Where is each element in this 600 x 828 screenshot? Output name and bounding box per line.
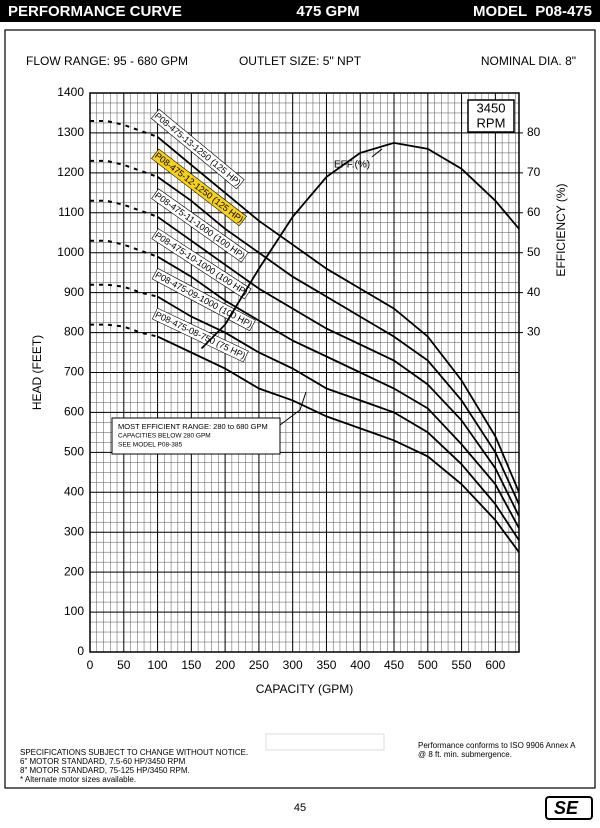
y2-tick-label: 60 <box>527 205 541 219</box>
shutoff-line <box>90 239 158 258</box>
x-tick-label: 0 <box>87 658 94 672</box>
x-tick-label: 600 <box>485 658 505 672</box>
curve <box>157 335 520 553</box>
label-leader <box>371 148 383 158</box>
outlet-size: OUTLET SIZE: 5" NPT <box>239 54 362 68</box>
shutoff-line <box>90 199 158 218</box>
footer-note: SPECIFICATIONS SUBJECT TO CHANGE WITHOUT… <box>20 748 248 757</box>
header-title: PERFORMANCE CURVE <box>8 3 182 20</box>
panel-border <box>4 29 596 789</box>
logo-box <box>545 796 593 820</box>
curve <box>157 176 520 505</box>
curve-label-bg <box>151 267 256 332</box>
annotation: MOST EFFICIENT RANGE: 280 to 680 GPM <box>118 422 268 431</box>
logo: SE <box>554 798 579 818</box>
y2-tick-label: 40 <box>527 285 541 299</box>
y-tick-label: 1000 <box>57 245 84 259</box>
y-tick-label: 200 <box>64 564 84 578</box>
footer-note: 8" MOTOR STANDARD, 75-125 HP/3450 RPM. <box>20 766 190 775</box>
header-model: MODEL P08-475 <box>473 3 592 20</box>
curve <box>157 136 520 493</box>
x-tick-label: 500 <box>418 658 438 672</box>
x-tick-label: 300 <box>283 658 303 672</box>
y-tick-label: 800 <box>64 325 84 339</box>
annotation-arrow <box>279 391 307 426</box>
footer-note: 6" MOTOR STANDARD, 7.5-60 HP/3450 RPM <box>20 757 186 766</box>
y-tick-label: 1400 <box>57 85 84 99</box>
shutoff-line <box>90 159 158 178</box>
nominal-dia: NOMINAL DIA. 8" <box>481 54 576 68</box>
annotation: CAPACITIES BELOW 280 GPM <box>118 433 211 440</box>
annotation: SEE MODEL P08-385 <box>118 442 182 449</box>
x-tick-label: 400 <box>350 658 370 672</box>
y-tick-label: 1300 <box>57 125 84 139</box>
y-tick-label: 900 <box>64 285 84 299</box>
footer-note: * Alternate motor sizes available. <box>20 775 136 784</box>
y-axis-title: HEAD (FEET) <box>30 335 44 410</box>
x-axis-title: CAPACITY (GPM) <box>256 682 354 696</box>
curve-label-bg <box>150 108 245 190</box>
x-tick-label: 250 <box>249 658 269 672</box>
x-tick-label: 200 <box>215 658 235 672</box>
y2-axis-title: EFFICIENCY (%) <box>554 183 568 276</box>
plot-frame <box>89 92 520 653</box>
curve-label-bg <box>151 307 249 363</box>
annotation-box <box>111 417 281 455</box>
curve <box>157 255 520 529</box>
x-tick-label: 50 <box>117 658 131 672</box>
y2-tick-label: 50 <box>527 245 541 259</box>
speed-label: RPM <box>477 115 506 130</box>
curve <box>200 141 520 350</box>
y2-tick-label: 70 <box>527 165 541 179</box>
header-flow: 475 GPM <box>296 3 359 20</box>
y-tick-label: 500 <box>64 445 84 459</box>
x-tick-label: 350 <box>316 658 336 672</box>
y-tick-label: 1200 <box>57 165 84 179</box>
conformance: @ 8 ft. min. submergence. <box>418 750 512 759</box>
x-tick-label: 150 <box>181 658 201 672</box>
curve-label-bg <box>151 148 247 227</box>
shutoff-line <box>90 283 158 298</box>
speed-box <box>467 99 515 133</box>
plot: 0 50 100 150 200 250 300 350 400 450 500 550 600 0 100… <box>30 85 568 696</box>
y-tick-label: 1100 <box>58 205 84 219</box>
speed-label: 3450 <box>477 100 506 115</box>
y-tick-label: 0 <box>77 644 84 658</box>
y-tick-label: 400 <box>64 484 84 498</box>
page-number: 45 <box>294 802 306 814</box>
y-tick-label: 600 <box>64 405 84 419</box>
x-tick-label: 100 <box>148 658 168 672</box>
curve-label-bg <box>151 188 249 263</box>
header-bar <box>0 0 600 22</box>
flow-range: FLOW RANGE: 95 - 680 GPM <box>26 54 188 68</box>
curve-label-bg <box>151 228 252 300</box>
x-tick-label: 450 <box>384 658 404 672</box>
y2-tick-label: 30 <box>527 325 541 339</box>
blank-box <box>265 733 385 751</box>
curve-label: EFF.(%) <box>334 160 370 171</box>
curve <box>157 216 520 517</box>
shutoff-line <box>90 120 158 138</box>
y-tick-label: 700 <box>64 365 84 379</box>
x-tick-label: 550 <box>452 658 472 672</box>
y-tick-label: 100 <box>64 604 84 618</box>
shutoff-line <box>90 323 158 338</box>
conformance: Performance conforms to ISO 9906 Annex A <box>418 741 576 750</box>
y-tick-label: 300 <box>64 524 84 538</box>
y2-tick-label: 80 <box>527 125 541 139</box>
